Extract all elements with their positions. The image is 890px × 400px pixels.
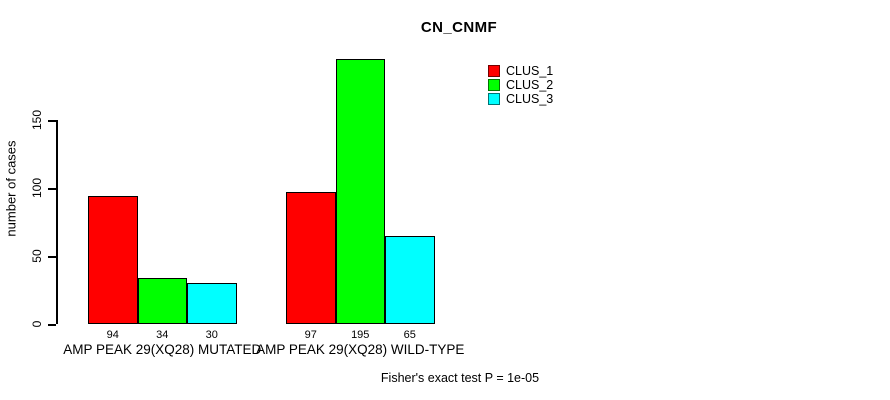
legend-item: CLUS_2 (488, 78, 553, 92)
y-tick-label: 150 (30, 109, 44, 131)
bar-value-label: 34 (156, 329, 169, 341)
bar-clus_1-group2 (286, 192, 336, 324)
legend-item: CLUS_1 (488, 64, 553, 78)
legend-item: CLUS_3 (488, 92, 553, 106)
y-tick-label: 0 (30, 320, 44, 328)
annotation-text: Fisher's exact test P = 1e-05 (380, 371, 540, 385)
y-tick-mark (48, 188, 56, 190)
chart-title: CN_CNMF (420, 19, 498, 36)
y-tick-mark (48, 120, 56, 122)
y-tick-label: 100 (30, 177, 44, 199)
bar-value-label: 97 (304, 329, 317, 341)
legend-label: CLUS_3 (506, 92, 554, 106)
category-label: AMP PEAK 29(XQ28) WILD-TYPE (256, 342, 465, 357)
bar-clus_2-group2 (335, 58, 385, 324)
bar-clus_2-group1 (137, 277, 187, 324)
y-tick-mark (48, 256, 56, 258)
bar-clus_3-group2 (385, 235, 435, 324)
legend-swatch (488, 79, 500, 91)
y-axis-title: number of cases (3, 140, 19, 237)
bar-clus_1-group1 (88, 196, 138, 324)
y-tick-label: 50 (30, 249, 44, 263)
bar-value-label: 195 (351, 329, 370, 341)
legend-swatch (488, 93, 500, 105)
bar-value-label: 65 (403, 329, 416, 341)
legend-label: CLUS_2 (506, 78, 554, 92)
y-axis-line (56, 120, 58, 324)
legend: CLUS_1 CLUS_2 CLUS_3 (488, 64, 553, 106)
bar-clus_3-group1 (187, 283, 237, 324)
category-label: AMP PEAK 29(XQ28) MUTATED (63, 342, 262, 357)
bar-value-label: 94 (106, 329, 119, 341)
legend-swatch (488, 65, 500, 77)
bar-value-label: 30 (205, 329, 218, 341)
y-tick-mark (48, 324, 56, 326)
legend-label: CLUS_1 (506, 64, 554, 78)
